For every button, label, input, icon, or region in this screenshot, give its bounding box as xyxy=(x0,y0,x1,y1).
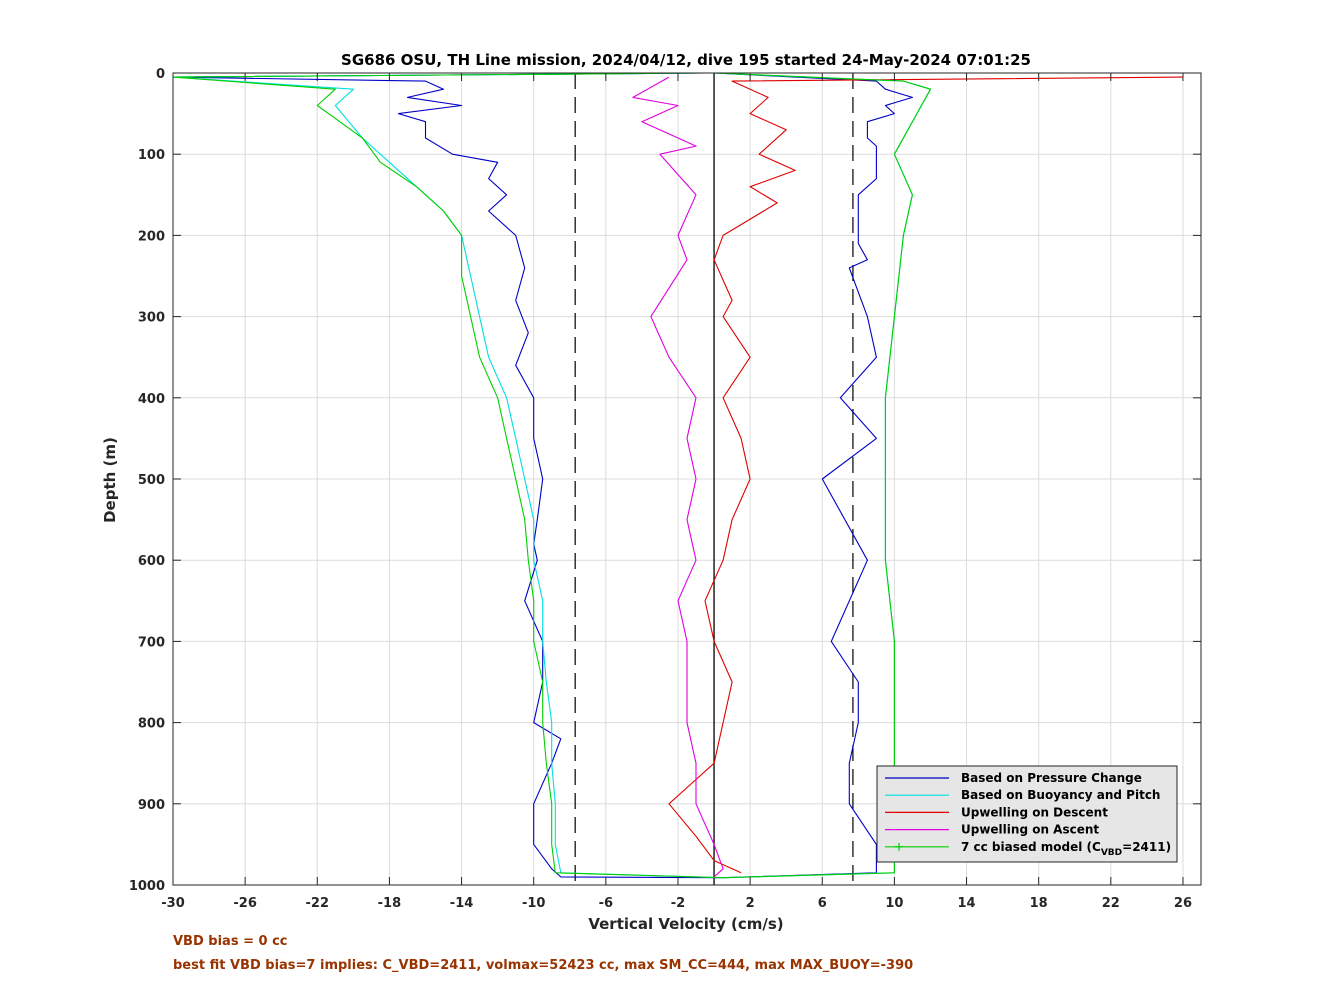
reference-lines xyxy=(574,73,854,885)
y-tick-label: 400 xyxy=(138,392,165,407)
legend-label-suffix: =2411) xyxy=(1122,840,1171,854)
grid-lines xyxy=(172,72,1201,886)
series-line-upwelling-on-ascent xyxy=(632,76,724,878)
x-tick-label: 26 xyxy=(1174,896,1192,911)
y-tick-label: 900 xyxy=(138,798,165,813)
vbd-bias-note: VBD bias = 0 cc xyxy=(173,934,288,949)
legend-label: Based on Pressure Change xyxy=(961,771,1142,785)
series-line-upwelling-on-descent xyxy=(668,76,1184,874)
x-tick-label: -10 xyxy=(522,896,546,911)
x-tick-label: 14 xyxy=(957,896,975,911)
chart-title: SG686 OSU, TH Line mission, 2024/04/12, … xyxy=(341,51,1031,69)
legend-label: Upwelling on Descent xyxy=(961,805,1108,819)
x-axis-label: Vertical Velocity (cm/s) xyxy=(588,915,783,933)
series-line-based-on-pressure-change xyxy=(172,72,913,879)
x-tick-label: 6 xyxy=(818,896,827,911)
legend-label-subscript: VBD xyxy=(1101,848,1122,858)
series-line-7-cc-biased-model-cvbd-2411- xyxy=(172,72,932,879)
x-tick-label: -2 xyxy=(671,896,685,911)
x-tick-label: -30 xyxy=(161,896,185,911)
legend: Based on Pressure Change Based on Buoyanc… xyxy=(876,765,1178,863)
y-tick-label: 700 xyxy=(138,635,165,650)
y-tick-label: 300 xyxy=(138,311,165,326)
y-tick-label: 500 xyxy=(138,473,165,488)
legend-label: Based on Buoyancy and Pitch xyxy=(961,788,1160,802)
legend-label: Upwelling on Ascent xyxy=(961,823,1099,837)
y-tick-label: 800 xyxy=(138,717,165,732)
x-tick-label: -22 xyxy=(306,896,330,911)
x-tick-label: 10 xyxy=(885,896,903,911)
axis-ticks: -30 -26 -22 -18 -14 -10 -6 -2 2 6 10 14 18 22 26010020… xyxy=(129,67,1201,911)
x-tick-label: -6 xyxy=(599,896,613,911)
y-tick-label: 200 xyxy=(138,229,165,244)
x-tick-label: -18 xyxy=(378,896,402,911)
y-tick-label: 600 xyxy=(138,554,165,569)
y-tick-label: 0 xyxy=(156,67,165,82)
x-tick-label: 2 xyxy=(746,896,755,911)
legend-box xyxy=(876,765,1178,863)
x-tick-label: 18 xyxy=(1030,896,1048,911)
y-tick-label: 1000 xyxy=(129,879,165,894)
best-fit-note: best fit VBD bias=7 implies: C_VBD=2411,… xyxy=(173,958,914,973)
x-tick-label: -26 xyxy=(233,896,257,911)
series-line-based-on-buoyancy-and-pitch xyxy=(172,72,932,879)
series-layer xyxy=(172,72,1184,879)
x-tick-label: -14 xyxy=(450,896,474,911)
y-tick-label: 100 xyxy=(138,148,165,163)
x-tick-label: 22 xyxy=(1102,896,1120,911)
y-axis-label: Depth (m) xyxy=(101,437,119,523)
